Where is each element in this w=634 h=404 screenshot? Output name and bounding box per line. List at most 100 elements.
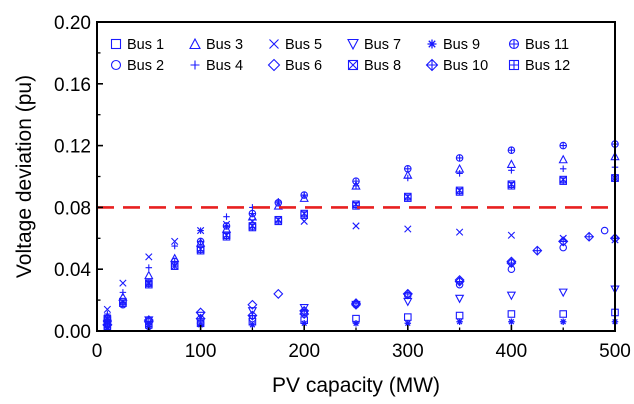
data-point: [300, 211, 309, 219]
data-point: [508, 318, 515, 325]
legend-marker: [347, 59, 359, 71]
y-tick-label: 0.00: [54, 322, 91, 343]
data-point: [222, 232, 231, 241]
data-point: [559, 165, 567, 173]
legend-marker: [110, 59, 122, 71]
data-point: [559, 141, 568, 150]
data-point: [455, 188, 464, 196]
data-point: [248, 209, 257, 218]
legend-item: Bus 11: [508, 37, 569, 53]
data-point: [145, 253, 153, 261]
legend-marker: [110, 38, 122, 50]
series-bus-4: [104, 163, 619, 318]
data-point: [532, 245, 543, 256]
data-point: [300, 320, 308, 327]
series-bus-5: [103, 216, 619, 314]
data-point: [559, 318, 567, 325]
data-point: [352, 202, 360, 210]
data-point: [170, 262, 179, 270]
legend-item: Bus 2: [110, 58, 164, 74]
data-point: [145, 280, 153, 289]
legend-item: Bus 4: [190, 58, 243, 74]
data-point: [104, 310, 111, 318]
data-point: [299, 305, 310, 316]
legend-marker: [508, 59, 520, 71]
y-tick-label: 0.20: [54, 13, 91, 34]
data-point: [600, 226, 609, 235]
legend-marker: [189, 37, 201, 50]
data-point: [506, 291, 517, 301]
data-point: [119, 289, 127, 296]
y-tick-label: 0.08: [54, 198, 91, 219]
legend-item: Bus 3: [189, 37, 243, 53]
data-point: [507, 310, 516, 318]
series-bus-10: [102, 231, 621, 330]
data-point: [558, 236, 569, 247]
legend-label: Bus 3: [206, 37, 243, 53]
legend-label: Bus 10: [443, 58, 488, 74]
legend-marker: [427, 39, 437, 49]
legend-marker: [190, 60, 200, 70]
legend-item: Bus 6: [267, 58, 322, 74]
legend-label: Bus 5: [285, 37, 322, 53]
data-point: [558, 288, 568, 298]
data-point: [119, 279, 127, 287]
series-bus-3: [102, 151, 620, 321]
data-point: [119, 299, 127, 307]
data-point: [350, 298, 362, 309]
data-point: [456, 170, 463, 177]
x-tick-label: 500: [599, 341, 631, 362]
data-point: [454, 276, 465, 287]
series-bus-6: [102, 233, 621, 330]
data-point: [171, 237, 179, 246]
data-point: [222, 222, 231, 230]
x-axis-label: PV capacity (MW): [272, 374, 440, 397]
data-point: [506, 257, 517, 269]
legend-label: Bus 12: [525, 58, 570, 74]
legend-item: Bus 7: [347, 37, 401, 53]
legend-label: Bus 11: [525, 37, 569, 53]
data-point: [404, 174, 412, 182]
data-point: [143, 316, 154, 327]
data-point: [196, 246, 205, 255]
legend-marker: [267, 58, 281, 72]
data-point: [352, 320, 360, 327]
legend-label: Bus 7: [364, 37, 401, 53]
legend-marker: [269, 39, 279, 49]
data-point: [249, 321, 256, 329]
data-point: [103, 316, 112, 324]
data-marks: [102, 140, 621, 332]
data-point: [300, 217, 308, 225]
data-point: [558, 154, 568, 164]
data-point: [248, 223, 257, 232]
legend-label: Bus 2: [127, 58, 164, 74]
data-point: [274, 217, 283, 226]
data-point: [456, 318, 463, 325]
data-point: [404, 225, 412, 233]
legend-item: Bus 8: [347, 58, 401, 74]
x-tick-label: 0: [92, 341, 103, 362]
data-point: [247, 310, 258, 321]
data-point: [274, 198, 283, 207]
x-tick-label: 100: [185, 341, 217, 362]
legend-label: Bus 6: [285, 58, 322, 74]
legend-label: Bus 8: [364, 58, 401, 74]
data-point: [455, 228, 464, 236]
data-point: [455, 311, 464, 320]
series-bus-12: [103, 174, 619, 324]
legend-label: Bus 1: [127, 37, 164, 53]
data-point: [195, 313, 206, 324]
data-point: [403, 313, 412, 321]
legend-label: Bus 9: [443, 37, 480, 53]
legend-item: Bus 10: [425, 58, 488, 74]
series-bus-8: [103, 174, 619, 323]
x-tick-label: 400: [496, 341, 528, 362]
data-point: [144, 270, 154, 280]
series-bus-1: [103, 308, 619, 331]
data-point: [352, 177, 360, 185]
data-point: [506, 159, 517, 168]
axis-ticks: 0 100 200 300 400 500 0.00 0.04 0.08 0.12 0.16 0.20: [54, 13, 631, 362]
data-point: [559, 177, 568, 185]
data-point: [403, 194, 412, 202]
data-point: [273, 288, 284, 299]
